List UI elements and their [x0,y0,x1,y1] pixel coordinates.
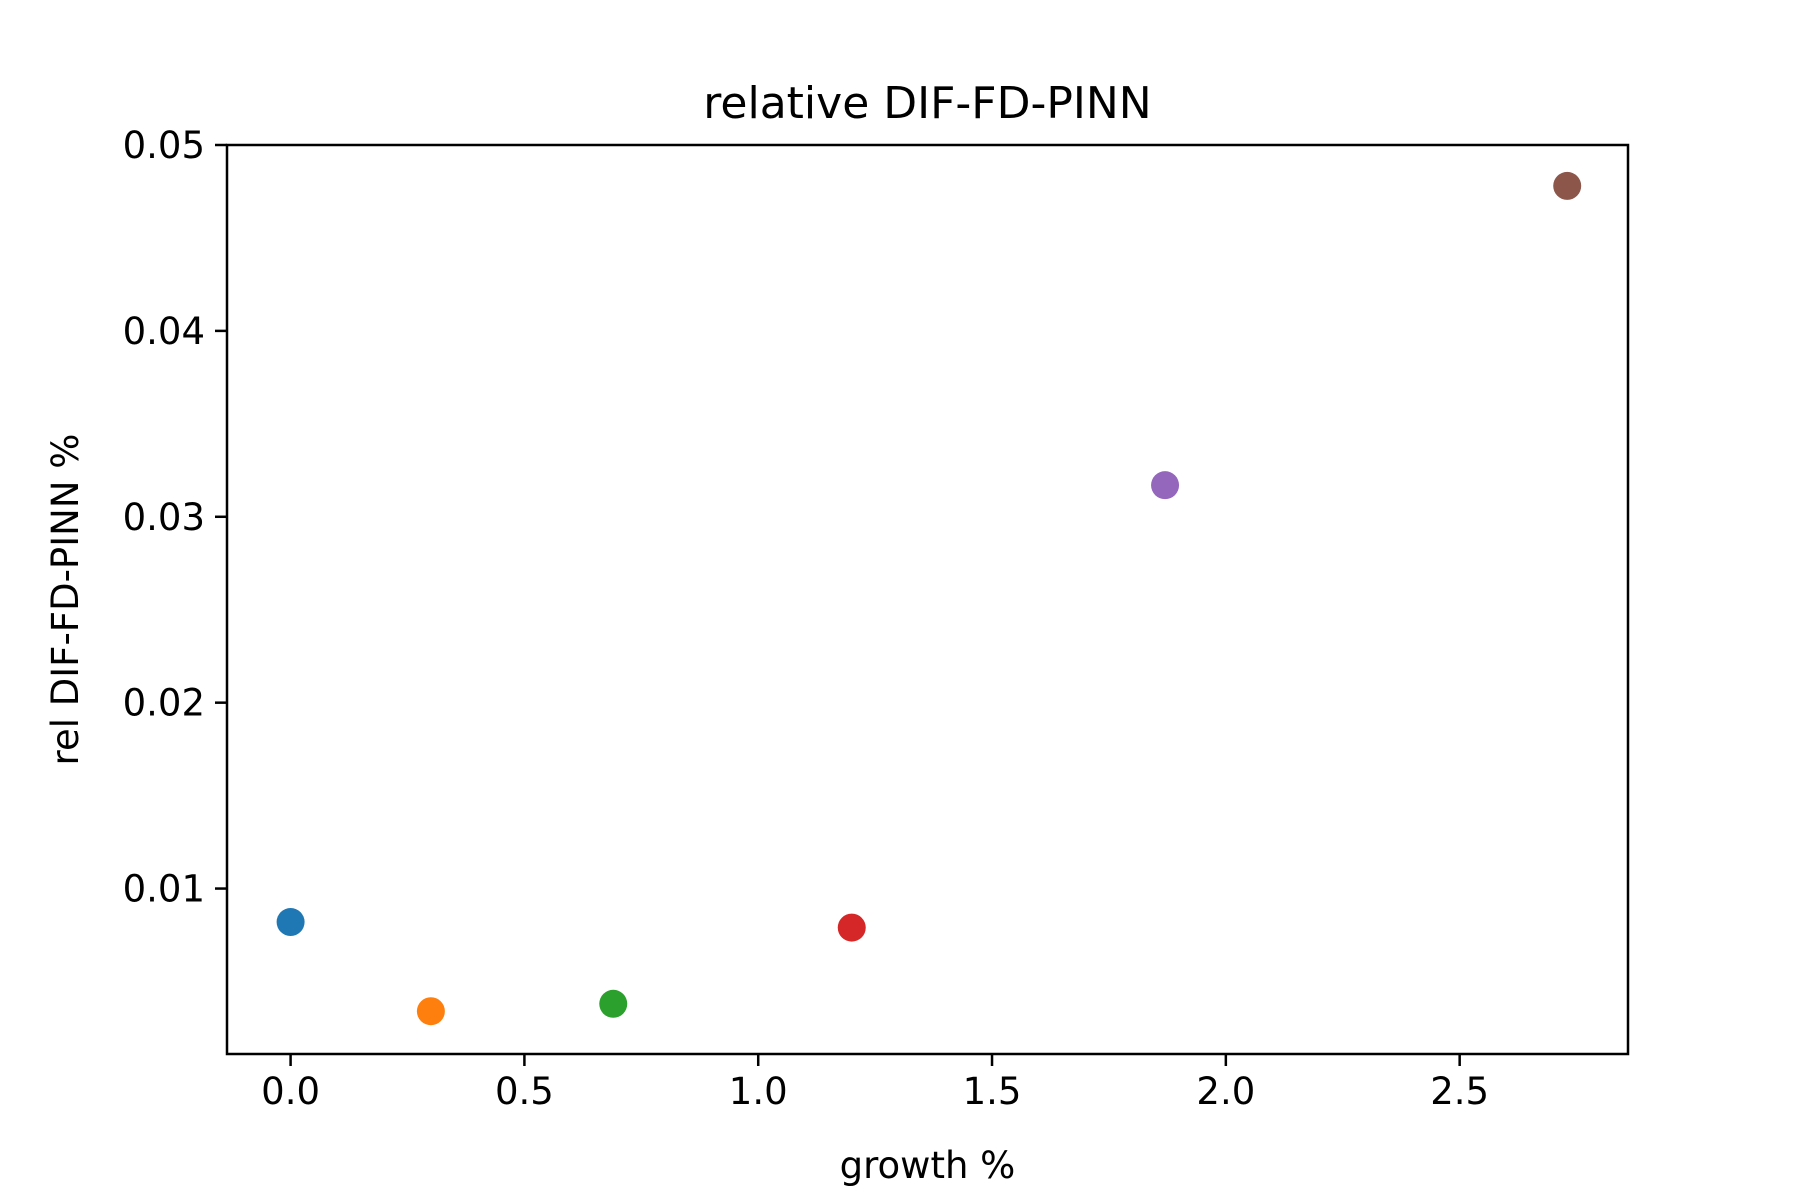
data-points [276,171,1582,1026]
scatter-point [416,997,445,1026]
chart-title: relative DIF-FD-PINN [703,78,1151,129]
y-tick-label: 0.01 [123,868,205,911]
scatter-point [837,913,866,942]
scatter-point [276,908,305,937]
y-tick-label: 0.04 [123,310,205,353]
y-axis-label: rel DIF-FD-PINN % [44,434,87,766]
x-tick-label: 2.5 [1430,1070,1489,1113]
x-tick-label: 1.0 [729,1070,788,1113]
x-axis-label: growth % [840,1144,1016,1187]
x-tick-label: 2.0 [1196,1070,1255,1113]
x-tick-label: 0.0 [261,1070,320,1113]
x-tick-label: 0.5 [495,1070,554,1113]
y-tick-label: 0.05 [123,124,205,167]
y-axis-ticks: 0.01 0.02 0.03 0.04 0.05 [123,124,227,911]
scatter-point [599,989,628,1018]
y-tick-label: 0.02 [123,682,205,725]
y-tick-label: 0.03 [123,496,205,539]
scatter-point [1151,471,1180,500]
x-axis-ticks: 0.0 0.5 1.0 1.5 2.0 2.5 [261,1054,1489,1113]
plot-frame [225,143,1630,1056]
x-tick-label: 1.5 [963,1070,1022,1113]
scatter-point [1553,171,1582,200]
